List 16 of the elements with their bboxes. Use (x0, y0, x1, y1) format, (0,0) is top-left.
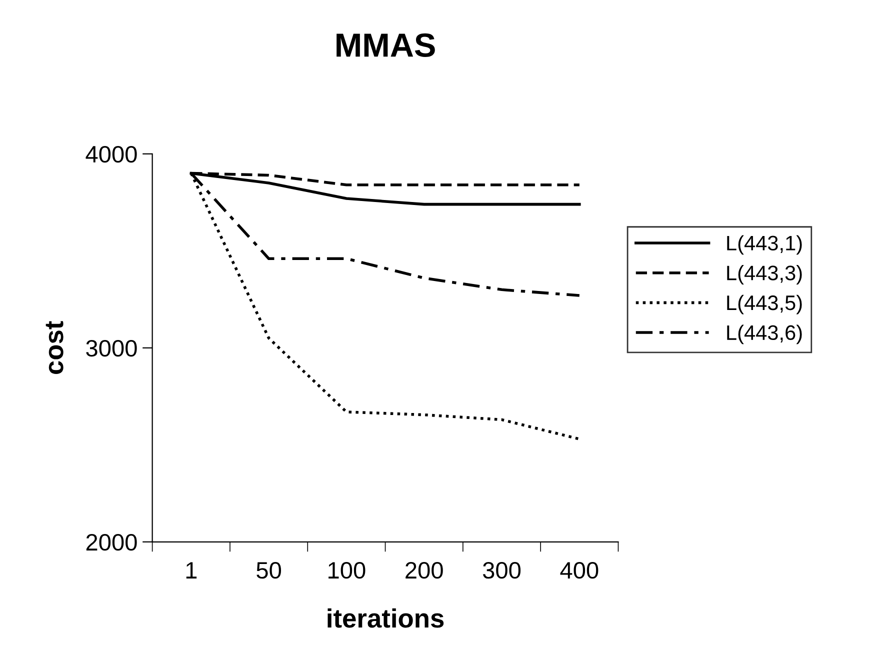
legend-label: L(443,1) (727, 235, 802, 255)
legend-label: L(443,5) (727, 294, 802, 314)
x-tick-label: 100 (328, 562, 366, 579)
y-axis-title: cost (46, 321, 64, 374)
x-tick-label: 400 (560, 562, 598, 579)
chart-title: MMAS (336, 33, 435, 57)
x-tick-label: 1 (186, 562, 197, 578)
legend-label: L(443,3) (727, 265, 802, 284)
x-axis-title: iterations (328, 608, 444, 628)
y-tick-label: 3000 (86, 340, 137, 357)
y-tick-label: 2000 (86, 534, 137, 551)
y-tick-label: 4000 (86, 146, 137, 163)
legend-label: L(443,6) (727, 324, 802, 344)
x-tick-label: 200 (406, 562, 443, 579)
x-tick-label: 50 (256, 562, 282, 579)
x-tick-label: 300 (482, 562, 521, 579)
